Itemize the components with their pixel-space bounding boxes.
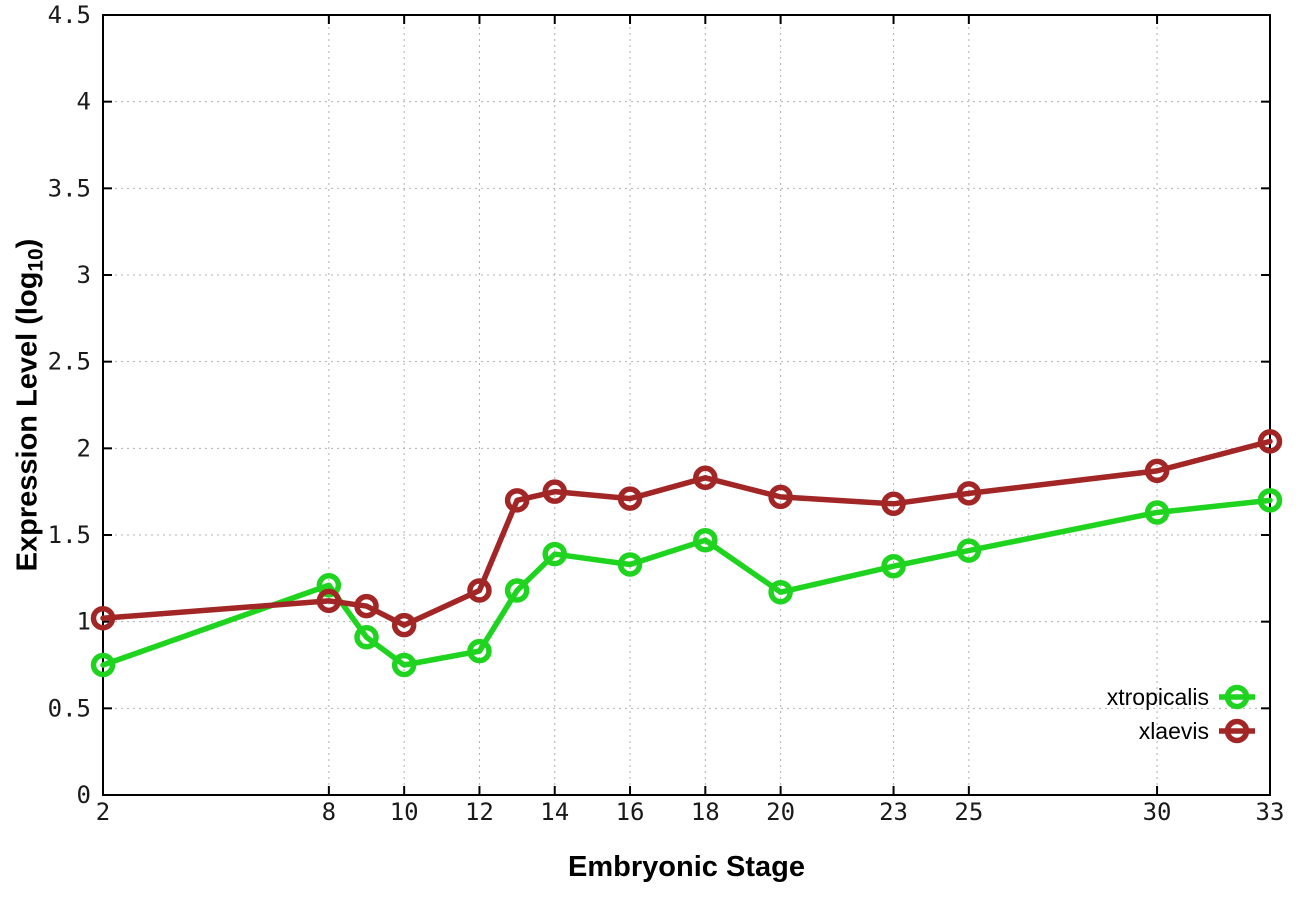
y-tick-label: 2 [77, 434, 91, 462]
data-point-marker [354, 593, 379, 619]
gridlines [102, 14, 1271, 796]
y-tick-label: 3 [77, 261, 91, 289]
x-tick-label: 10 [390, 798, 419, 826]
legend-label-xlaevis: xlaevis [1138, 717, 1209, 744]
series-xlaevis [90, 429, 1283, 638]
legend-label-xtropicalis: xtropicalis [1106, 683, 1209, 710]
data-point-marker [316, 573, 342, 598]
data-point-marker [504, 488, 530, 513]
data-point-marker [881, 491, 906, 517]
data-point-marker [391, 652, 417, 678]
y-tick-label: 2.5 [48, 348, 91, 376]
y-axis-title-text: Expression Level (log [11, 271, 44, 572]
x-tick-label: 20 [766, 798, 795, 826]
data-point-marker [90, 652, 116, 678]
y-axis-title-suffix: ) [11, 238, 44, 249]
x-tick-label: 33 [1256, 798, 1285, 826]
legend: xtropicalis xlaevis [1107, 682, 1256, 746]
data-point-marker [768, 484, 793, 510]
series-line [100, 438, 1273, 628]
data-point-marker [693, 527, 718, 553]
data-point-marker [90, 605, 116, 631]
y-tick-label: 3.5 [48, 174, 91, 202]
x-tick-label: 23 [879, 798, 908, 826]
y-tick-label: 0.5 [48, 694, 91, 722]
x-tick-label: 18 [691, 798, 720, 826]
y-axis-title: Expression Level (log10) [11, 238, 48, 572]
series-line [100, 497, 1273, 668]
x-tick-label: 2 [96, 798, 110, 826]
x-tick-label: 14 [540, 798, 569, 826]
x-tick-label: 12 [465, 798, 494, 826]
y-axis-title-subscript: 10 [24, 248, 48, 272]
data-point-marker [316, 588, 342, 614]
data-point-marker [768, 579, 793, 605]
data-point-marker [1144, 500, 1170, 525]
x-tick-label: 16 [616, 798, 645, 826]
data-point-marker [391, 612, 417, 638]
legend-entry-xlaevis: xlaevis [1107, 716, 1256, 746]
data-point-marker [881, 553, 906, 579]
data-point-marker [354, 625, 379, 650]
data-point-marker [617, 552, 643, 577]
x-tick-label: 8 [322, 798, 336, 826]
legend-marker-xtropicalis-icon [1219, 684, 1255, 710]
data-point-marker [956, 538, 982, 563]
data-point-marker [542, 541, 567, 567]
series-xtropicalis [90, 488, 1283, 678]
x-tick-label: 25 [954, 798, 983, 826]
data-point-marker [617, 486, 643, 511]
x-axis-title: Embryonic Stage [568, 851, 805, 883]
data-point-marker [504, 578, 530, 603]
tick-labels: 2 8 10 12 14 16 18 20 23 25 30 33 0 0.5 1 1.5 2 2.5 3 3.5 4 4… [48, 1, 1285, 826]
data-point-marker [956, 481, 982, 506]
data-point-marker [1257, 488, 1283, 513]
x-tick-label: 30 [1143, 798, 1172, 826]
y-tick-label: 4.5 [48, 1, 91, 29]
y-tick-label: 1.5 [48, 521, 91, 549]
legend-marker-xlaevis-icon [1219, 718, 1255, 744]
y-tick-label: 1 [77, 608, 91, 636]
y-tick-label: 0 [77, 781, 91, 809]
data-point-marker [693, 465, 718, 491]
y-tick-label: 4 [77, 88, 91, 116]
data-point-marker [467, 578, 492, 603]
plot-border [102, 14, 1271, 796]
legend-entry-xtropicalis: xtropicalis [1107, 682, 1256, 712]
data-point-marker [1257, 429, 1283, 454]
tick-marks [102, 14, 1271, 796]
data-point-marker [467, 638, 492, 664]
data-point-marker [1144, 458, 1170, 484]
data-point-marker [542, 479, 567, 504]
